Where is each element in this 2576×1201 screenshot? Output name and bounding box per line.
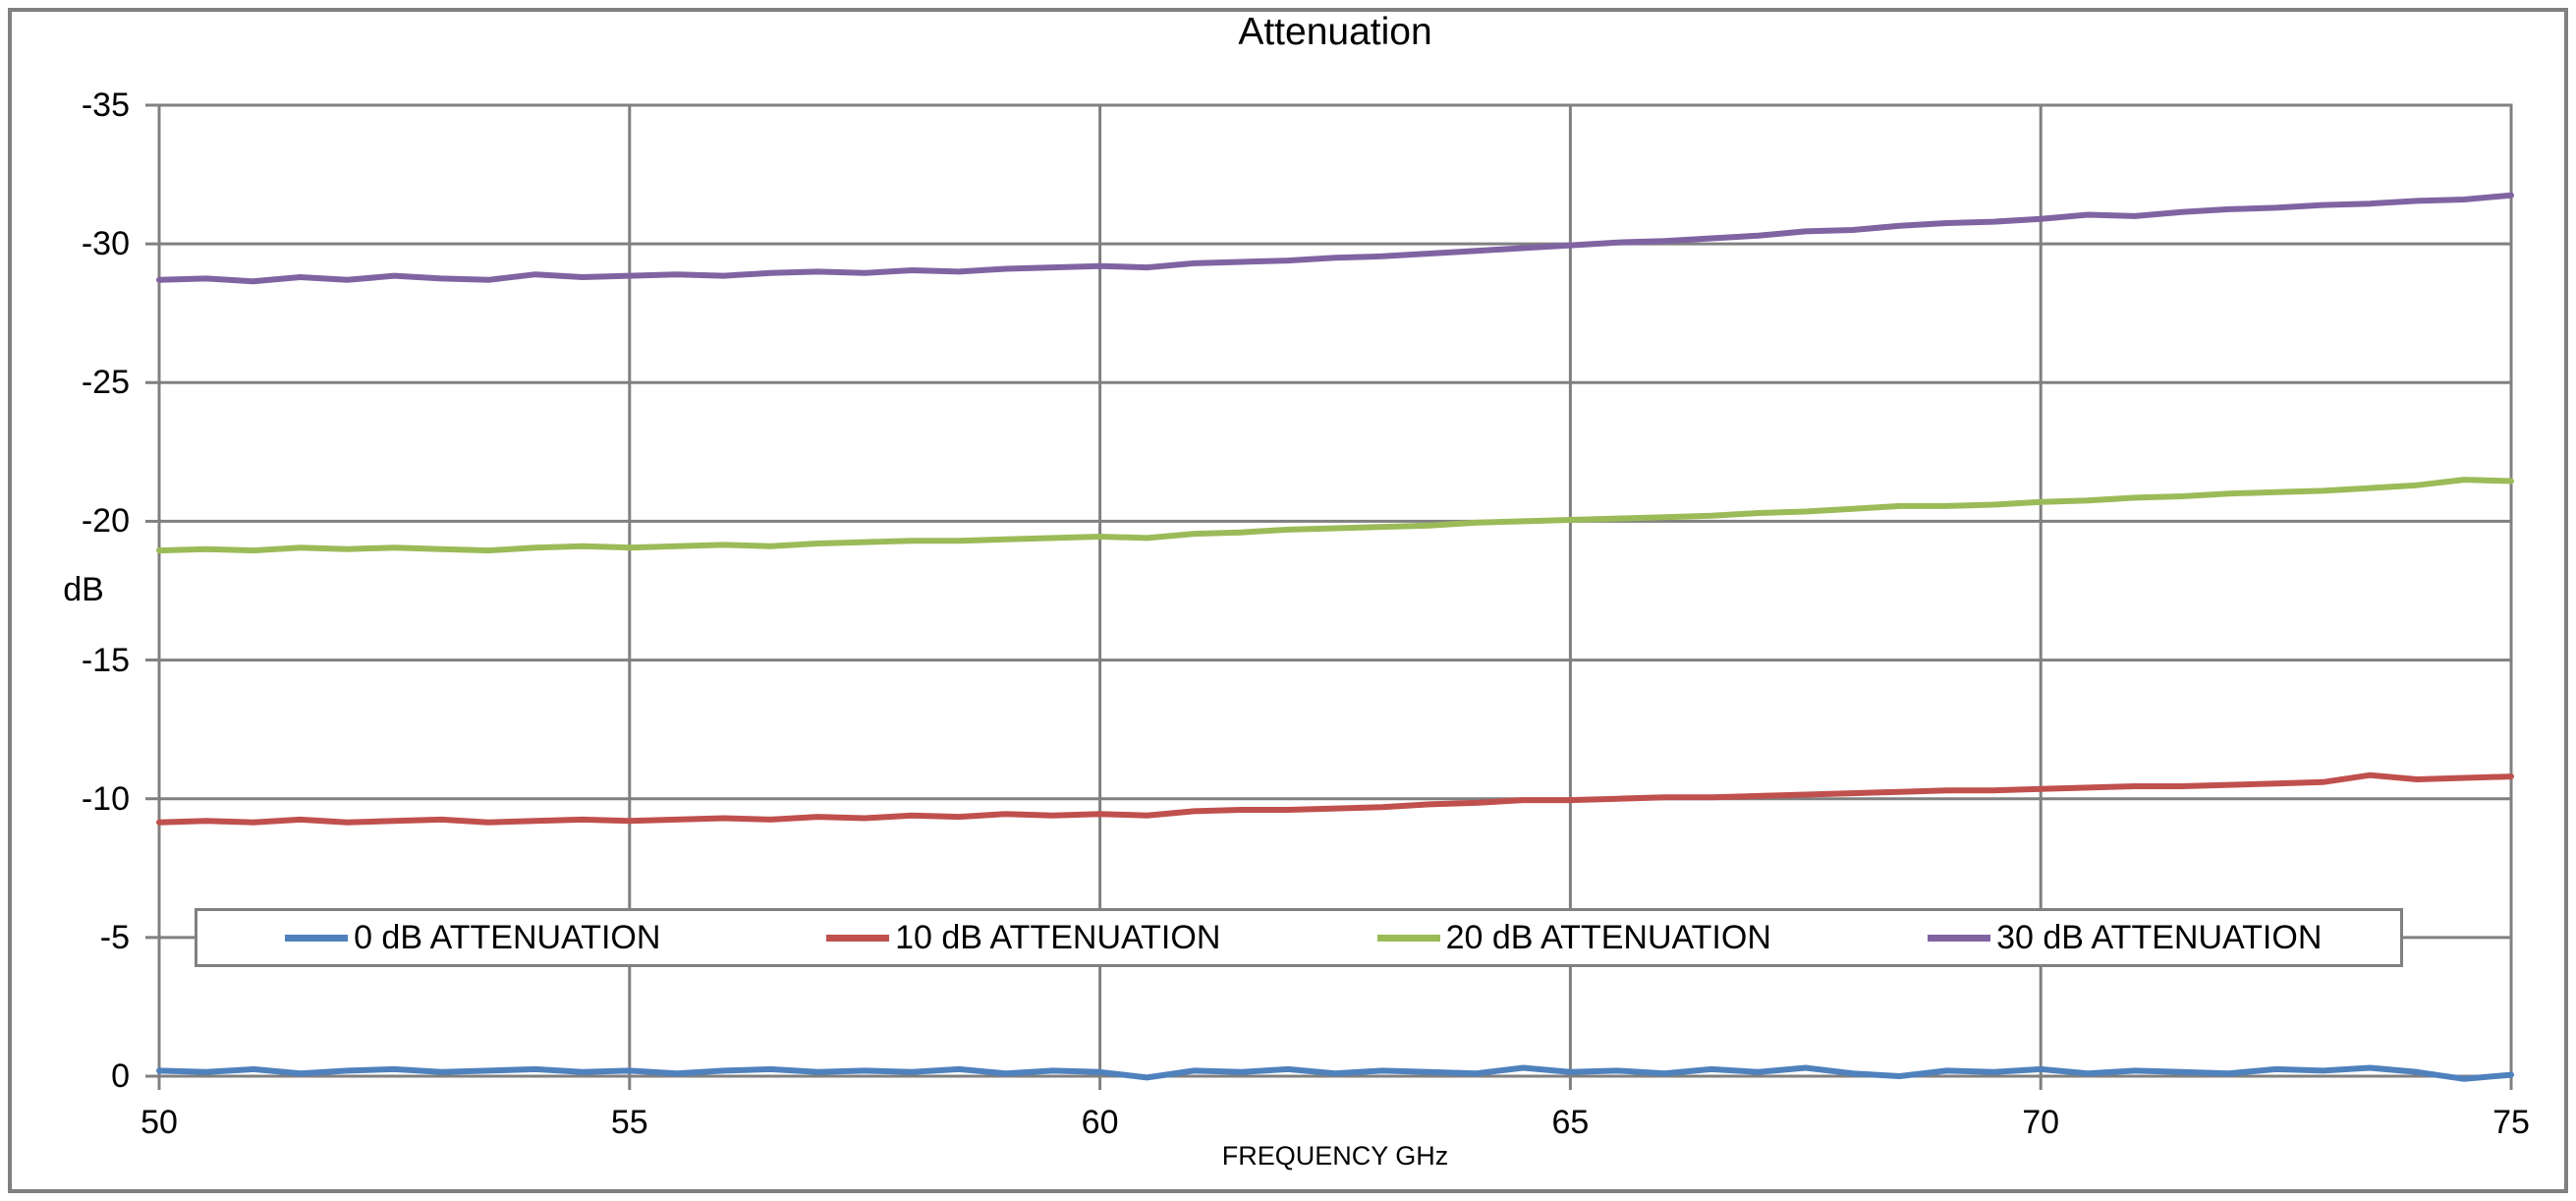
x-tick-label: 50	[140, 1104, 178, 1141]
legend-swatch-10db	[826, 934, 890, 942]
legend-swatch-0db	[285, 934, 349, 942]
x-tick-label: 55	[610, 1104, 648, 1141]
y-axis-title: dB	[63, 571, 104, 608]
x-axis-title: FREQUENCY GHz	[1221, 1141, 1449, 1171]
series-line-20-db-attenuation	[156, 477, 2514, 554]
legend-swatch-20db	[1376, 934, 1440, 942]
legend-item-0db: 0 dB ATTENUATION	[197, 918, 749, 957]
series-line-0-db-attenuation	[156, 1064, 2514, 1082]
y-tick-label: -25	[81, 364, 130, 402]
y-tick-label: -20	[81, 502, 130, 541]
legend-label-20db: 20 dB ATTENUATION	[1445, 919, 1771, 956]
chart-title: Attenuation	[1238, 11, 1432, 53]
legend-item-30db: 30 dB ATTENUATION	[1850, 918, 2401, 957]
y-tick-label: 0	[111, 1058, 130, 1095]
y-tick-label: -10	[81, 779, 130, 818]
legend-item-10db: 10 dB ATTENUATION	[749, 918, 1300, 957]
legend: 0 dB ATTENUATION 10 dB ATTENUATION 20 dB…	[195, 908, 2403, 967]
y-tick-label: -30	[81, 225, 130, 263]
legend-label-0db: 0 dB ATTENUATION	[354, 919, 661, 956]
legend-label-30db: 30 dB ATTENUATION	[1996, 919, 2323, 956]
x-tick-label: 60	[1081, 1104, 1119, 1141]
legend-swatch-30db	[1928, 934, 1991, 942]
x-tick-label: 75	[2492, 1104, 2530, 1141]
x-tick-label: 65	[1551, 1104, 1590, 1141]
series-line-30-db-attenuation	[156, 192, 2514, 285]
chart-outer-frame	[8, 8, 2568, 1193]
legend-item-20db: 20 dB ATTENUATION	[1299, 918, 1850, 957]
series-line-10-db-attenuation	[156, 772, 2514, 826]
legend-label-10db: 10 dB ATTENUATION	[895, 919, 1221, 956]
x-tick-label: 70	[2022, 1104, 2060, 1141]
y-tick-label: -5	[99, 918, 130, 956]
y-tick-label: -35	[81, 86, 130, 124]
y-tick-label: -15	[81, 641, 130, 679]
